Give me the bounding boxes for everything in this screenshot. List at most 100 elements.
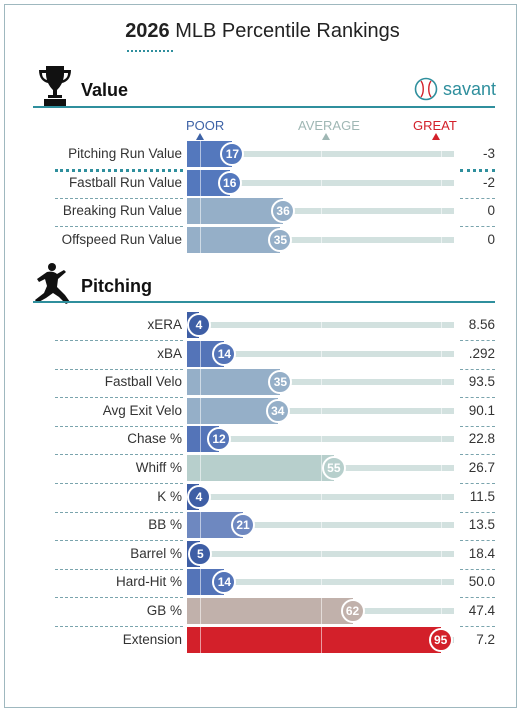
percentile-row: BB % 21 13.5 <box>0 511 525 542</box>
scale-gridline <box>440 369 442 396</box>
percentile-badge: 12 <box>207 427 232 452</box>
row-separator <box>460 597 495 599</box>
scale-gridline <box>320 198 322 225</box>
row-separator <box>55 597 183 599</box>
metric-label: Hard-Hit % <box>115 574 182 590</box>
scale-label-great: GREAT <box>413 118 457 133</box>
row-separator <box>55 483 183 484</box>
percentile-row: Barrel % 5 18.4 <box>0 540 525 570</box>
scale-gridline <box>200 340 202 367</box>
percentile-row: K % 4 11.5 <box>0 483 525 513</box>
metric-label: GB % <box>146 603 182 618</box>
scale-gridline <box>320 340 322 367</box>
scale-label-average: AVERAGE <box>298 118 360 133</box>
metric-value: -2 <box>482 174 495 190</box>
scale-gridline <box>440 226 442 253</box>
percentile-row: Offspeed Run Value 35 0 <box>0 226 525 255</box>
row-separator <box>460 454 495 456</box>
percentile-row: Breaking Run Value 36 0 <box>0 197 525 228</box>
percentile-bar <box>187 369 281 396</box>
metric-label: Offspeed Run Value <box>61 231 182 247</box>
percentile-badge: 4 <box>187 313 211 337</box>
savant-brand-text: savant <box>443 78 497 99</box>
row-separator <box>460 626 495 627</box>
scale-gridline <box>440 397 442 424</box>
row-separator <box>55 540 183 542</box>
percentile-badge: 21 <box>231 513 256 538</box>
row-separator <box>55 226 183 228</box>
trophy-icon <box>39 66 71 106</box>
metric-label: Barrel % <box>130 545 182 561</box>
percentile-row: Fastball Velo 35 93.5 <box>0 368 525 399</box>
percentile-row: Fastball Run Value 16 -2 <box>0 169 525 199</box>
scale-gridline <box>200 169 202 196</box>
scale-gridline <box>200 626 202 653</box>
row-separator <box>460 483 495 484</box>
metric-label: xERA <box>147 317 182 332</box>
section-divider-value <box>33 106 495 108</box>
metric-value: 0 <box>487 231 495 247</box>
metric-label: Avg Exit Velo <box>102 402 182 418</box>
row-separator <box>55 169 183 172</box>
metric-value: -3 <box>482 146 495 161</box>
metric-value: 90.1 <box>468 402 495 418</box>
scale-gridline <box>320 540 322 567</box>
metric-value: 50.0 <box>468 574 495 590</box>
ranking-card <box>4 4 517 708</box>
scale-gridline <box>440 598 442 624</box>
scale-gridline <box>200 426 202 453</box>
metric-label: Pitching Run Value <box>68 146 182 161</box>
scale-gridline <box>440 426 442 453</box>
scale-gridline <box>440 169 442 196</box>
percentile-row: xBA 14 .292 <box>0 340 525 370</box>
percentile-bar <box>187 397 278 424</box>
scale-gridline <box>320 397 322 424</box>
scale-gridline <box>200 512 202 539</box>
scale-gridline <box>200 455 202 481</box>
row-separator <box>460 568 495 570</box>
percentile-badge: 5 <box>188 541 213 566</box>
row-separator <box>460 425 495 427</box>
row-separator <box>460 226 495 228</box>
percentile-bar <box>187 198 284 225</box>
scale-gridline <box>200 397 202 424</box>
percentile-badge: 35 <box>268 227 293 252</box>
scale-gridline <box>320 483 322 510</box>
row-separator <box>460 169 495 172</box>
row-separator <box>55 454 183 456</box>
row-separator <box>55 425 183 427</box>
scale-gridline <box>440 512 442 539</box>
scale-gridline <box>440 141 442 167</box>
percentile-row: Whiff % 55 26.7 <box>0 454 525 484</box>
row-separator <box>460 540 495 542</box>
row-separator <box>55 368 183 370</box>
title-underline <box>127 50 173 52</box>
metric-label: Breaking Run Value <box>62 203 182 219</box>
percentile-bar <box>187 598 353 624</box>
metric-label: K % <box>157 488 182 504</box>
percentile-row: Chase % 12 22.8 <box>0 425 525 456</box>
pitcher-icon <box>35 263 70 304</box>
metric-value: 11.5 <box>469 488 495 504</box>
metric-label: Fastball Velo <box>104 374 182 390</box>
scale-gridline <box>440 340 442 367</box>
row-separator <box>55 626 183 627</box>
percentile-row: GB % 62 47.4 <box>0 597 525 627</box>
scale-gridline <box>440 455 442 481</box>
scale-gridline <box>440 540 442 567</box>
row-separator <box>460 197 495 199</box>
percentile-badge: 4 <box>187 484 211 509</box>
row-separator <box>55 397 183 399</box>
metric-value: 22.8 <box>468 431 495 447</box>
row-separator <box>460 340 495 341</box>
percentile-badge: 62 <box>340 599 365 623</box>
percentile-badge: 17 <box>220 142 245 166</box>
row-separator <box>460 511 495 513</box>
savant-logo: savant <box>414 77 496 101</box>
section-divider-pitching <box>33 301 495 303</box>
metric-value: 18.4 <box>468 545 495 561</box>
scale-gridline <box>320 598 322 624</box>
scale-gridline <box>320 626 322 653</box>
scale-gridline <box>320 426 322 453</box>
percentile-badge: 14 <box>212 570 237 595</box>
